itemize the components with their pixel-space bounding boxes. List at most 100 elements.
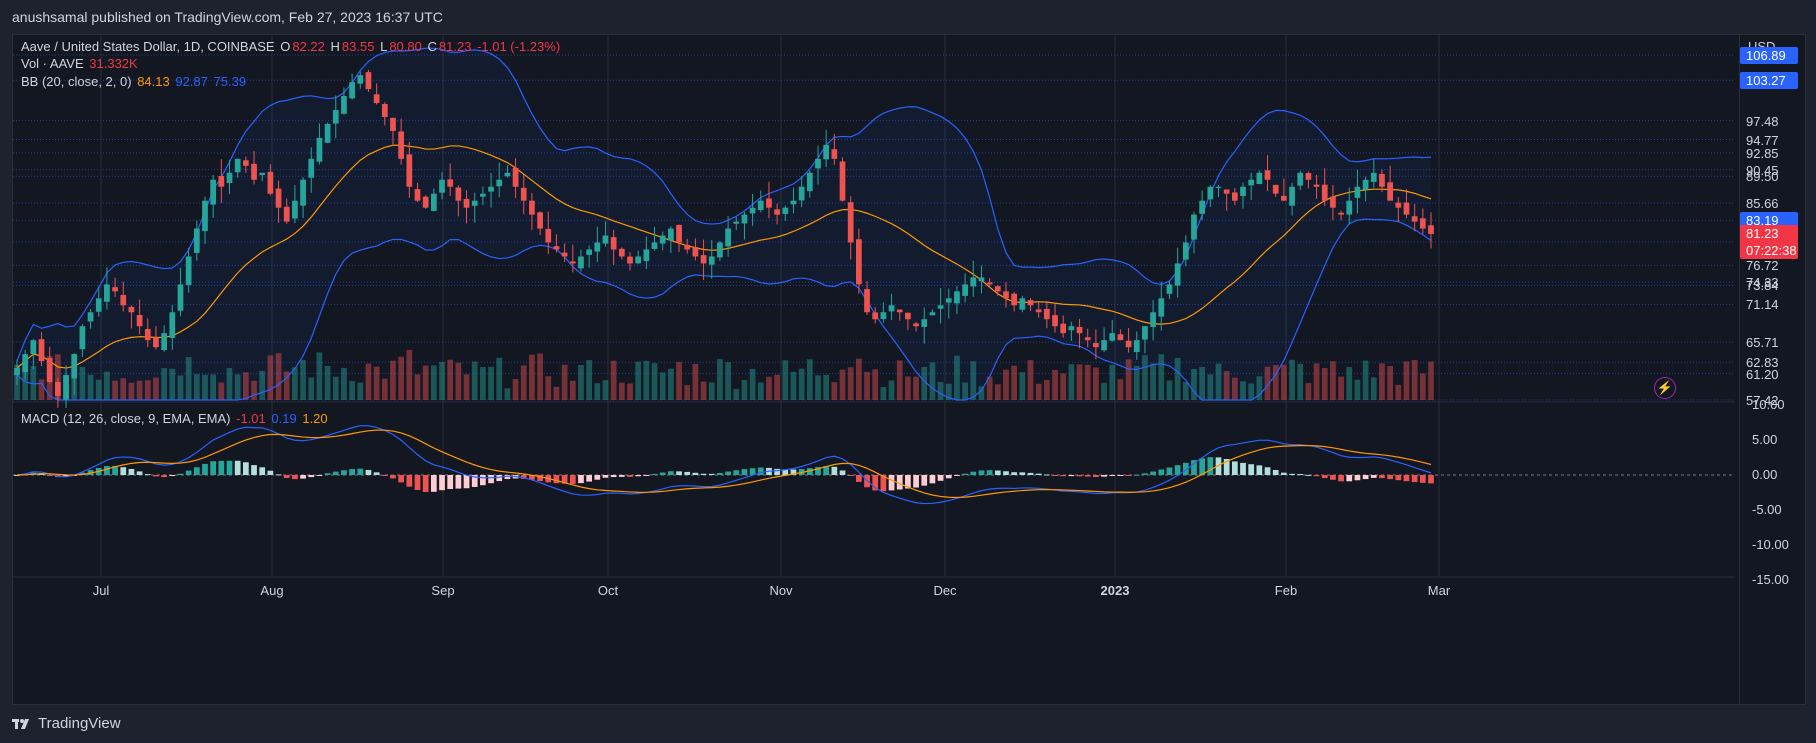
volume-bar xyxy=(872,369,879,400)
volume-bar xyxy=(1370,377,1377,400)
candle-body xyxy=(929,312,936,316)
candle-body xyxy=(529,200,535,215)
candle-body xyxy=(1052,315,1058,327)
macd-histogram-bar xyxy=(970,471,977,475)
candle-body xyxy=(1117,334,1124,341)
macd-histogram-bar xyxy=(1215,457,1222,475)
macd-histogram-bar xyxy=(520,475,527,479)
volume-bar xyxy=(373,366,380,400)
chart-pane[interactable]: Aave / United States Dollar, 1D, COINBAS… xyxy=(12,34,1806,705)
price-axis-label: 85.66 xyxy=(1746,196,1779,212)
candle-body xyxy=(1330,196,1336,208)
volume-bar xyxy=(545,376,552,400)
candle-body xyxy=(774,209,780,215)
macd-histogram-bar xyxy=(267,470,274,475)
macd-legend[interactable]: MACD (12, 26, close, 9, EMA, EMA) -1.01 … xyxy=(21,411,330,426)
volume-bar xyxy=(1272,364,1279,400)
volume-bar xyxy=(1231,377,1238,400)
candle-body xyxy=(153,337,159,348)
macd-histogram-bar xyxy=(978,470,985,475)
open-label: O xyxy=(280,39,291,54)
volume-bar xyxy=(22,361,29,400)
macd-histogram-bar xyxy=(896,475,903,490)
candle-body xyxy=(1142,326,1148,340)
macd-histogram-bar xyxy=(242,462,249,475)
volume-bar xyxy=(888,380,895,400)
macd-histogram-bar xyxy=(537,475,543,482)
volume-bar xyxy=(1305,383,1312,400)
symbol-name: Aave / United States Dollar, 1D, COINBAS… xyxy=(21,39,275,54)
macd-histogram-bar xyxy=(1272,469,1279,475)
volume-bar xyxy=(430,365,437,400)
candle-body xyxy=(888,305,895,312)
candle-body xyxy=(275,188,282,208)
macd-histogram-bar xyxy=(1052,475,1058,476)
volume-bar xyxy=(398,356,405,400)
time-axis-label: Feb xyxy=(1274,583,1298,598)
macd-histogram-bar xyxy=(1019,472,1026,475)
volume-bar xyxy=(153,377,159,400)
lightning-icon[interactable]: ⚡ xyxy=(1654,377,1676,399)
volume-bar xyxy=(970,361,977,400)
macd-histogram-bar xyxy=(1076,475,1083,477)
candle-body xyxy=(30,340,37,355)
volume-bar xyxy=(1419,373,1426,400)
price-chart-svg[interactable] xyxy=(13,35,1807,706)
volume-bar xyxy=(1289,359,1295,400)
symbol-legend[interactable]: Aave / United States Dollar, 1D, COINBAS… xyxy=(21,39,562,54)
candle-body xyxy=(1174,263,1181,286)
macd-histogram-bar xyxy=(913,475,919,488)
candle-body xyxy=(986,282,993,285)
candle-body xyxy=(668,228,674,241)
volume-bar xyxy=(741,380,748,400)
tradingview-logo[interactable]: TradingView xyxy=(12,705,121,743)
macd-histogram-bar xyxy=(1084,475,1091,477)
macd-histogram-bar xyxy=(1289,473,1295,475)
volume-bar xyxy=(1199,366,1206,400)
volume-bar xyxy=(308,377,315,400)
macd-histogram-bar xyxy=(692,472,699,475)
macd-histogram-bar xyxy=(480,475,486,486)
volume-bar xyxy=(1411,359,1418,400)
candle-body xyxy=(381,104,388,117)
candle-body xyxy=(578,256,584,269)
macd-histogram-bar xyxy=(300,475,306,479)
volume-bar xyxy=(1403,361,1410,400)
candle-body xyxy=(63,375,69,400)
candle-body xyxy=(725,228,731,247)
volume-bar xyxy=(798,368,805,400)
candle-body xyxy=(651,242,658,249)
candle-body xyxy=(1395,202,1402,208)
volume-legend[interactable]: Vol · AAVE 31.332K xyxy=(21,56,140,71)
candle-body xyxy=(806,172,813,192)
candle-body xyxy=(815,158,821,169)
candle-body xyxy=(602,235,609,244)
macd-histogram-bar xyxy=(1240,462,1246,475)
candle-body xyxy=(1191,214,1197,240)
candle-body xyxy=(210,179,217,205)
volume-bar xyxy=(708,382,715,400)
volume-bar xyxy=(439,361,445,400)
last-price: 81.23 xyxy=(1746,226,1779,241)
volume-bar xyxy=(128,382,135,400)
macd-histogram-bar xyxy=(1125,475,1132,476)
volume-bar xyxy=(1387,366,1393,400)
candle-body xyxy=(970,277,977,287)
macd-axis-label: 0.00 xyxy=(1752,467,1778,482)
time-axis-label: Nov xyxy=(769,583,793,598)
macd-histogram-bar xyxy=(1142,473,1148,475)
macd-histogram-bar xyxy=(1313,475,1320,477)
bb-legend[interactable]: BB (20, close, 2, 0) 84.13 92.87 75.39 xyxy=(21,74,248,89)
macd-histogram-bar xyxy=(406,475,413,487)
candle-body xyxy=(128,306,135,313)
macd-histogram-bar xyxy=(586,475,592,482)
candle-body xyxy=(561,252,568,257)
candle-body xyxy=(357,75,364,84)
candle-body xyxy=(1338,212,1344,215)
price-axis[interactable]: USD 106.89103.2797.4894.7792.8590.4589.5… xyxy=(1739,35,1806,704)
time-axis-label: Oct xyxy=(597,583,619,598)
candle-body xyxy=(1370,172,1377,182)
volume-bar xyxy=(267,355,274,400)
candle-body xyxy=(1150,312,1156,327)
candle-body xyxy=(635,256,642,264)
